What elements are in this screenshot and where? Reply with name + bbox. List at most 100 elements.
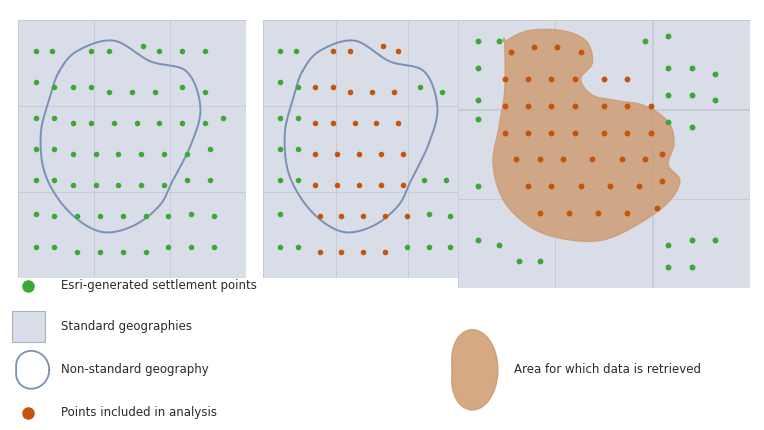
Point [117,213,129,220]
Point [621,209,633,216]
Point [335,249,348,256]
Point [586,156,598,163]
Bar [94,20,170,106]
Point [208,213,220,220]
Point [48,177,60,184]
Text: Non-standard geography: Non-standard geography [61,363,209,376]
Bar [94,192,170,278]
Point [685,92,698,98]
Point [176,84,188,91]
Point [66,84,79,91]
Point [545,129,558,136]
Point [199,120,211,127]
Point [377,43,389,49]
Point [331,151,343,158]
Point [575,49,587,55]
Point [290,48,302,55]
Point [510,156,523,163]
Point [327,48,339,55]
Point [645,102,657,109]
Point [445,244,457,251]
Point [30,146,42,153]
Text: Esri-generated settlement points: Esri-generated settlement points [61,279,257,292]
Point [685,237,698,243]
Point [309,151,322,158]
Point [335,213,348,220]
Point [545,76,558,83]
Point [522,183,534,190]
Point [504,49,516,55]
Point [309,182,322,189]
Bar [652,199,750,288]
Point [493,242,505,249]
Point [499,129,511,136]
Point [71,213,83,220]
Point [48,213,60,220]
Point [149,89,161,96]
Point [371,120,383,127]
Bar [18,192,94,278]
Point [422,210,435,217]
Point [499,76,511,83]
Point [71,249,83,256]
Point [685,263,698,270]
Bar [335,192,408,278]
Point [158,151,170,158]
Point [274,79,286,86]
Point [472,97,484,104]
Point [274,146,286,153]
Point [551,43,563,50]
Point [292,244,304,251]
Point [598,129,610,136]
Point [533,258,545,264]
Point [379,249,391,256]
Point [662,33,675,40]
Bar [408,106,481,192]
Point [180,151,193,158]
Point [435,89,448,96]
Point [274,48,286,55]
FancyBboxPatch shape [11,311,45,342]
Point [366,89,378,96]
Point [422,244,435,251]
Point [327,84,339,91]
Point [472,237,484,243]
Point [138,43,150,49]
Point [557,156,569,163]
Point [309,84,322,91]
Point [140,249,152,256]
Point [112,182,125,189]
Bar [335,20,408,106]
Point [117,249,129,256]
Point [353,151,365,158]
Point [568,76,581,83]
Point [66,120,79,127]
Point [292,177,304,184]
Point [48,146,60,153]
Point [274,210,286,217]
Point [522,102,534,109]
Point [327,120,339,127]
Point [30,177,42,184]
Point [208,244,220,251]
Point [472,38,484,45]
Point [154,120,166,127]
Point [621,129,633,136]
Point [158,182,170,189]
Point [616,156,628,163]
Text: Points included in analysis: Points included in analysis [61,406,217,419]
Point [392,48,404,55]
Bar [652,109,750,199]
Point [656,177,668,184]
Point [353,182,365,189]
Point [140,213,152,220]
Point [563,209,575,216]
Point [397,182,409,189]
Point [203,146,215,153]
Point [493,38,505,45]
Point [180,177,193,184]
Point [313,213,325,220]
Point [66,182,79,189]
Point [344,89,356,96]
Point [292,146,304,153]
